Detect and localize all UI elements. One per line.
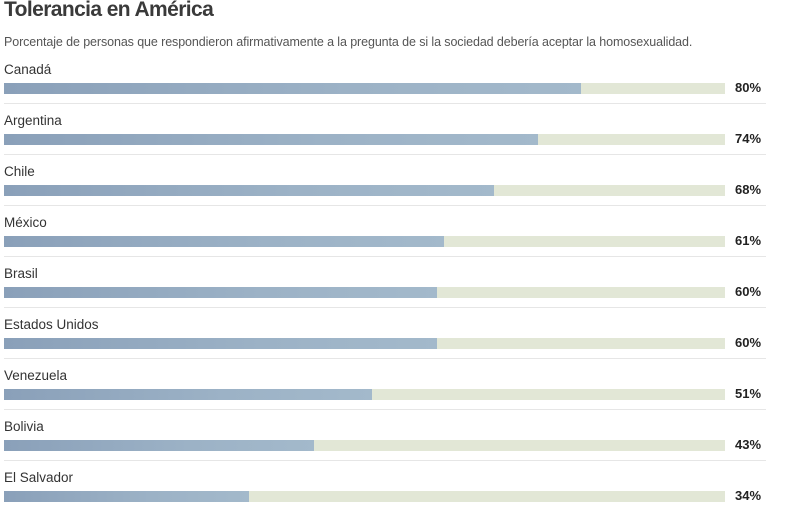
chart-title: Tolerancia en América xyxy=(4,0,214,21)
category-label: Argentina xyxy=(4,113,62,128)
row-divider xyxy=(4,358,766,359)
category-label: Bolivia xyxy=(4,419,44,434)
bar-row: Argentina 74% xyxy=(0,112,800,163)
bar xyxy=(4,440,315,451)
bar-row: Bolivia 43% xyxy=(0,418,800,469)
category-label: Estados Unidos xyxy=(4,317,99,332)
category-label: El Salvador xyxy=(4,470,74,485)
bar-row: Chile 68% xyxy=(0,163,800,214)
bar-row: Brasil 60% xyxy=(0,265,800,316)
bar xyxy=(4,185,495,196)
bar-row: México 61% xyxy=(0,214,800,265)
value-label: 60% xyxy=(735,284,762,299)
bar-track xyxy=(4,83,725,94)
category-label: Chile xyxy=(4,164,35,179)
bar-track xyxy=(4,389,725,400)
value-label: 74% xyxy=(735,131,762,146)
value-label: 60% xyxy=(735,335,762,350)
bar xyxy=(4,389,372,400)
value-label: 51% xyxy=(735,386,762,401)
row-divider xyxy=(4,205,766,206)
value-label: 34% xyxy=(735,488,762,503)
row-divider xyxy=(4,460,766,461)
bar xyxy=(4,491,250,502)
row-divider xyxy=(4,409,766,410)
bar-track xyxy=(4,236,725,247)
bar-row: Estados Unidos 60% xyxy=(0,316,800,367)
category-label: Brasil xyxy=(4,266,38,281)
value-label: 61% xyxy=(735,233,762,248)
category-label: Canadá xyxy=(4,62,52,77)
bar-row: Canadá 80% xyxy=(0,61,800,112)
bar-track xyxy=(4,287,725,298)
value-label: 80% xyxy=(735,80,762,95)
bar-track xyxy=(4,491,725,502)
bar-row: Venezuela 51% xyxy=(0,367,800,418)
bar-row: El Salvador 34% xyxy=(0,469,800,520)
bar xyxy=(4,338,437,349)
category-label: Venezuela xyxy=(4,368,68,383)
bar xyxy=(4,236,444,247)
bar xyxy=(4,287,437,298)
bar-track xyxy=(4,338,725,349)
value-label: 68% xyxy=(735,182,762,197)
bar-track xyxy=(4,440,725,451)
row-divider xyxy=(4,154,766,155)
value-label: 43% xyxy=(735,437,762,452)
row-divider xyxy=(4,103,766,104)
bar-track xyxy=(4,185,725,196)
category-label: México xyxy=(4,215,47,230)
bar xyxy=(4,83,581,94)
bar xyxy=(4,134,538,145)
row-divider xyxy=(4,307,766,308)
row-divider xyxy=(4,256,766,257)
chart-rows: Canadá 80% Argentina 74% Chile 68% México 61% Br… xyxy=(0,61,800,520)
chart-subtitle: Porcentaje de personas que respondieron … xyxy=(4,35,693,49)
bar-track xyxy=(4,134,725,145)
